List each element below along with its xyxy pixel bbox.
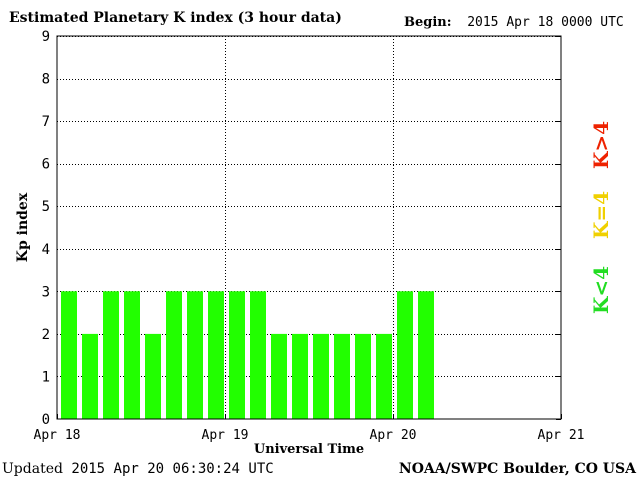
kp-bar: [250, 291, 266, 419]
kp-bar: [124, 291, 140, 419]
kp-bar: [82, 333, 98, 419]
y-tick-label: 1: [42, 369, 50, 385]
kp-bar: [187, 291, 203, 419]
kp-bar: [145, 333, 161, 419]
updated-time: Updated 2015 Apr 20 06:30:24 UTC: [2, 462, 274, 476]
legend-item: K=4: [589, 191, 613, 239]
y-tick-label: 7: [42, 114, 50, 130]
kp-bar: [103, 291, 119, 419]
plot-frame: [56, 35, 562, 420]
kp-bar: [418, 291, 434, 419]
y-tick-label: 8: [42, 72, 50, 88]
kp-bar: [271, 333, 287, 419]
updated-label: Updated: [2, 461, 63, 477]
begin-label: Begin:: [404, 15, 452, 30]
begin-value: 2015 Apr 18 0000 UTC: [467, 15, 624, 30]
x-axis-label: Universal Time: [254, 442, 364, 457]
kp-bar: [376, 333, 392, 419]
kp-bar: [208, 291, 224, 419]
x-tick-label: Apr 18: [34, 428, 81, 443]
legend: K<4 K=4 K>4: [589, 121, 613, 314]
y-tick-label: 0: [42, 412, 50, 428]
credit: NOAA/SWPC Boulder, CO USA: [398, 461, 636, 477]
y-tick-label: 9: [42, 29, 50, 45]
y-axis-label: Kp index: [15, 192, 31, 262]
kp-bar: [313, 333, 329, 419]
y-tick-label: 2: [42, 327, 50, 343]
y-tick-label: 4: [42, 242, 50, 258]
kp-bar: [61, 291, 77, 419]
chart-title: Estimated Planetary K index (3 hour data…: [9, 10, 342, 26]
kp-bar: [355, 333, 371, 419]
kp-bar: [229, 291, 245, 419]
kp-bar: [166, 291, 182, 419]
x-tick-label: Apr 20: [370, 428, 417, 443]
tick-labels: 0 1 2 3 4 5 6 7 8 9 Apr 18 Apr 19 Apr 20 Apr 21: [34, 29, 585, 443]
x-tick-label: Apr 21: [538, 428, 585, 443]
kp-bar: [334, 333, 350, 419]
updated-value: 2015 Apr 20 06:30:24 UTC: [71, 461, 274, 477]
legend-item: K<4: [589, 266, 613, 314]
bars: [61, 291, 434, 419]
legend-item: K>4: [589, 121, 613, 169]
y-tick-label: 6: [42, 157, 50, 173]
kp-bar: [397, 291, 413, 419]
y-tick-label: 3: [42, 284, 50, 300]
x-tick-label: Apr 19: [202, 428, 249, 443]
kp-bar: [292, 333, 308, 419]
begin-time: Begin: 2015 Apr 18 0000 UTC: [404, 16, 624, 29]
y-tick-label: 5: [42, 199, 50, 215]
